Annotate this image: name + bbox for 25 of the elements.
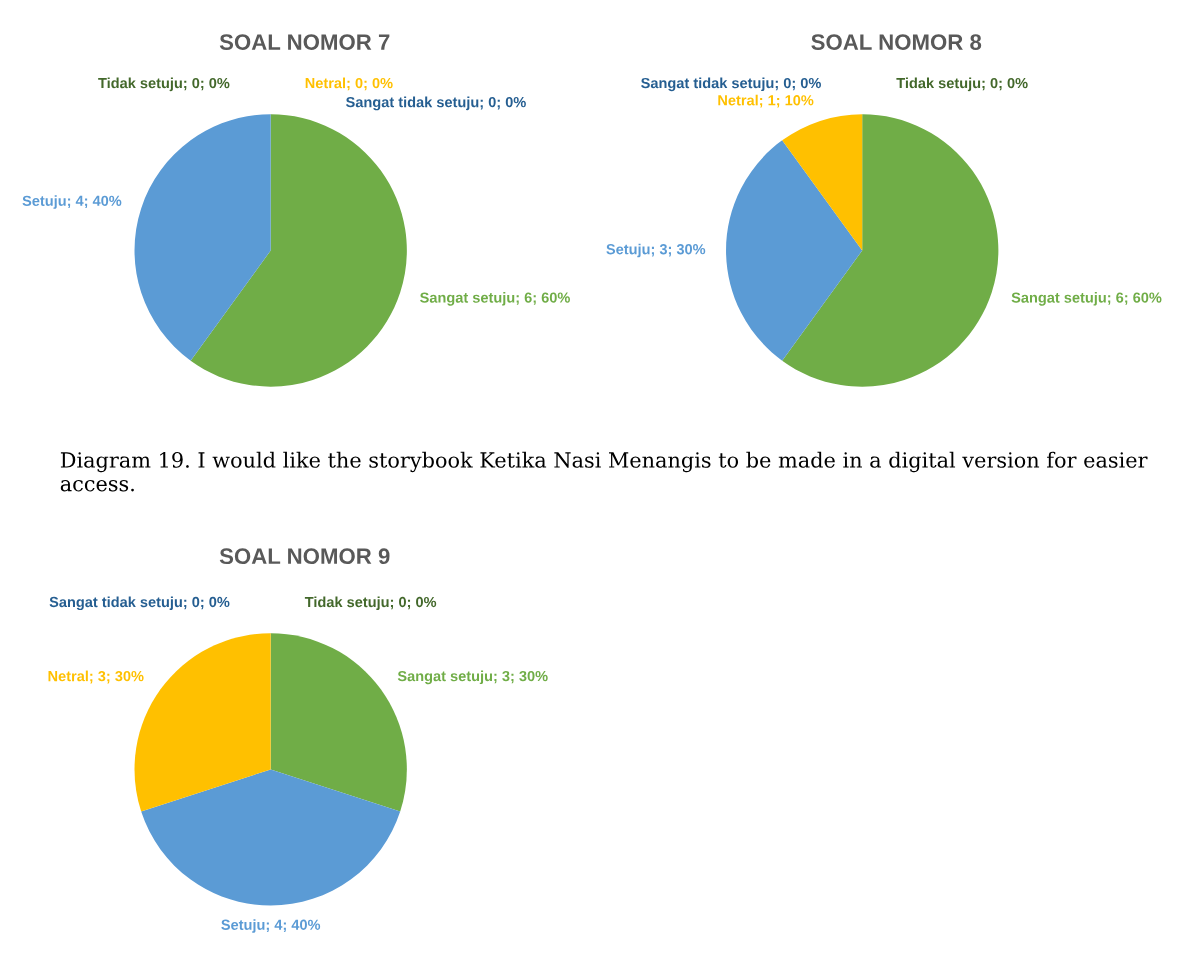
slice-label: Sangat setuju; 3; 30% <box>397 670 548 685</box>
pie-slice <box>782 114 863 251</box>
slice-label: Setuju; 3; 30% <box>606 243 706 258</box>
chart-title: SOAL NOMOR 7 <box>219 34 390 50</box>
pie-slice <box>782 114 999 387</box>
chart-title: SOAL NOMOR 8 <box>811 34 982 50</box>
pie-slice <box>134 114 271 361</box>
pie-slice <box>190 114 407 387</box>
category-label: Tidak setuju; 0; 0% <box>896 77 1028 92</box>
slice-label: Sangat setuju; 6; 60% <box>1011 292 1162 306</box>
category-label: Tidak setuju; 0; 0% <box>304 596 437 611</box>
category-label: Sangat tidak setuju; 0; 0% <box>641 77 821 92</box>
category-label: Sangat tidak setuju; 0; 0% <box>49 596 230 611</box>
slice-label: Netral; 1; 10% <box>718 94 814 108</box>
category-label: Netral; 0; 0% <box>305 77 393 91</box>
text: Diagram 19. I would like the storybook Ketika Nasi Menangis to be made in a digital version for easier access. <box>60 451 1148 492</box>
category-label: Tidak setuju; 0; 0% <box>98 77 230 92</box>
slice-label: Setuju; 4; 40% <box>22 195 122 209</box>
category-label: Sangat tidak setuju; 0; 0% <box>346 96 526 111</box>
slice-label: Setuju; 4; 40% <box>221 919 321 933</box>
pie-slice <box>726 140 863 361</box>
pie-slice <box>141 769 401 906</box>
chart-title: SOAL NOMOR 9 <box>219 548 390 565</box>
slice-label: Sangat setuju; 6; 60% <box>420 292 570 306</box>
slice-label: Netral; 3; 30% <box>48 670 144 684</box>
